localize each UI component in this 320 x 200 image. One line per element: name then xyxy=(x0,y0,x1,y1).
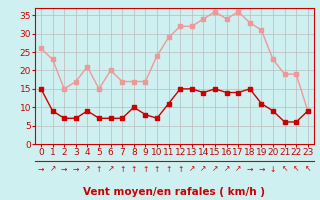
Text: ↑: ↑ xyxy=(165,164,172,173)
Text: ↗: ↗ xyxy=(108,164,114,173)
Text: ↗: ↗ xyxy=(235,164,241,173)
Text: ↑: ↑ xyxy=(131,164,137,173)
Text: ↑: ↑ xyxy=(154,164,160,173)
Text: ↑: ↑ xyxy=(96,164,102,173)
Text: ↗: ↗ xyxy=(212,164,218,173)
Text: ↖: ↖ xyxy=(293,164,300,173)
Text: →: → xyxy=(61,164,68,173)
Text: →: → xyxy=(247,164,253,173)
Text: ↖: ↖ xyxy=(281,164,288,173)
Text: ↗: ↗ xyxy=(49,164,56,173)
Text: ↗: ↗ xyxy=(84,164,91,173)
Text: →: → xyxy=(258,164,265,173)
Text: →: → xyxy=(38,164,44,173)
Text: ↗: ↗ xyxy=(188,164,195,173)
Text: ↗: ↗ xyxy=(200,164,207,173)
Text: ↑: ↑ xyxy=(177,164,183,173)
Text: ↑: ↑ xyxy=(119,164,125,173)
Text: ↑: ↑ xyxy=(142,164,148,173)
Text: ↖: ↖ xyxy=(305,164,311,173)
Text: ↗: ↗ xyxy=(223,164,230,173)
Text: →: → xyxy=(73,164,79,173)
Text: ↓: ↓ xyxy=(270,164,276,173)
Text: Vent moyen/en rafales ( km/h ): Vent moyen/en rafales ( km/h ) xyxy=(84,187,265,197)
